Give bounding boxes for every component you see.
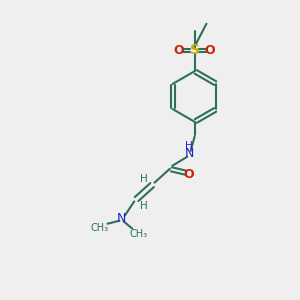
Text: O: O <box>183 168 194 181</box>
Text: N: N <box>117 212 127 225</box>
Text: H: H <box>140 201 148 211</box>
Text: H: H <box>140 173 148 184</box>
Text: O: O <box>205 44 215 57</box>
Text: CH₃: CH₃ <box>130 230 148 239</box>
Text: S: S <box>190 44 200 57</box>
Text: CH₃: CH₃ <box>90 223 108 232</box>
Text: H: H <box>185 140 193 151</box>
Text: N: N <box>184 147 194 161</box>
Text: O: O <box>174 44 184 57</box>
